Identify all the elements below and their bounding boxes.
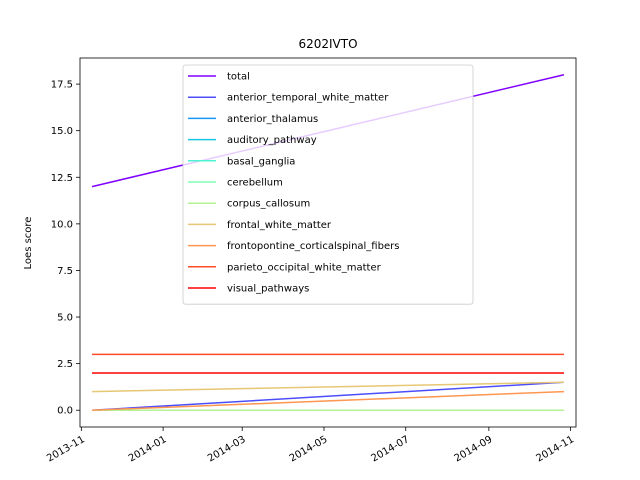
axes-frame (79, 57, 577, 428)
legend-box (182, 64, 474, 305)
legend-label: anterior_temporal_white_matter (227, 93, 389, 104)
chart-title: 6202IVTO (298, 37, 357, 51)
legend-label: auditory_pathway (227, 135, 317, 146)
legend-label: total (227, 72, 250, 83)
series-line-anterior-temporal-white-matter (92, 381, 564, 411)
legend-label: visual_pathways (227, 284, 309, 295)
y-tick-label: 5.0 (57, 313, 73, 324)
y-tick-label: 15.0 (51, 126, 73, 137)
y-axis: 0.0 2.5 5.0 7.5 10.0 12.5 15.0 17.5 (51, 80, 80, 417)
y-tick-label: 17.5 (51, 80, 73, 91)
y-tick-label: 7.5 (57, 266, 73, 277)
legend-label: cerebellum (227, 178, 283, 189)
y-tick-label: 2.5 (57, 359, 73, 370)
y-tick-label: 0.0 (57, 406, 73, 417)
y-tick-label: 10.0 (51, 219, 73, 230)
legend-label: anterior_thalamus (227, 114, 318, 125)
series-line-frontal-white-matter (92, 381, 564, 393)
legend-label: frontopontine_corticalspinal_fibers (227, 241, 399, 252)
y-axis-label: Loes score (23, 217, 34, 270)
plot-area (79, 57, 577, 428)
y-tick-label: 12.5 (51, 173, 73, 184)
series-line-frontopontine-corticalspinal-fibers (92, 390, 564, 411)
legend-label: basal_ganglia (227, 156, 295, 167)
legend-label: corpus_callosum (227, 199, 310, 210)
legend-label: frontal_white_matter (227, 220, 332, 231)
legend-label: parieto_occipital_white_matter (227, 262, 382, 273)
legend: total anterior_temporal_white_matteranter… (182, 64, 474, 305)
series-lines (91, 74, 565, 411)
